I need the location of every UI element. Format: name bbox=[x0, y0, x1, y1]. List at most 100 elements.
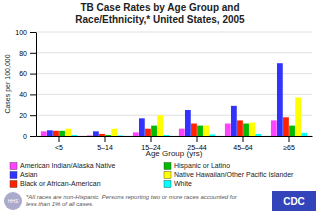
bar bbox=[117, 135, 123, 136]
cdc-box bbox=[272, 191, 316, 211]
legend-swatch bbox=[164, 181, 171, 188]
y-tick-mark bbox=[30, 53, 36, 54]
x-tick-mark bbox=[151, 136, 152, 142]
bar bbox=[271, 120, 277, 136]
cdc-label: CDC bbox=[283, 196, 305, 207]
y-tick: 0 bbox=[23, 133, 36, 140]
x-tick: <5 bbox=[55, 136, 63, 151]
x-tick: 5–14 bbox=[97, 136, 113, 151]
x-tick-mark bbox=[59, 136, 60, 142]
legend-label: Black or African-American bbox=[20, 180, 101, 187]
legend-item: White bbox=[164, 180, 192, 187]
legend-item: Native Hawaiian/Other Pacific Islander bbox=[164, 171, 294, 178]
title: TB Case Rates by Age Group andRace/Ethni… bbox=[75, 2, 245, 25]
y-axis-line bbox=[36, 33, 37, 137]
grid-line bbox=[36, 73, 312, 74]
bar bbox=[41, 131, 47, 136]
footnote: *All races are non-Hispanic. Persons rep… bbox=[26, 194, 238, 207]
bar bbox=[145, 129, 151, 136]
bar bbox=[65, 129, 71, 136]
bar bbox=[295, 98, 301, 136]
legend-label: White bbox=[174, 180, 192, 187]
bar bbox=[151, 126, 157, 136]
bar bbox=[289, 126, 295, 136]
x-tick-label: 45–64 bbox=[233, 144, 253, 151]
grid-line bbox=[36, 94, 312, 95]
y-tick-label: 40 bbox=[19, 91, 27, 98]
bar bbox=[191, 124, 197, 136]
bar bbox=[87, 135, 93, 136]
hhs-label: HHS bbox=[8, 198, 19, 204]
x-axis-line bbox=[37, 136, 313, 137]
bar bbox=[225, 124, 231, 136]
bar bbox=[237, 120, 243, 136]
x-tick-label: 5–14 bbox=[97, 144, 113, 151]
bar bbox=[163, 135, 169, 136]
legend-swatch bbox=[10, 172, 17, 179]
bar bbox=[231, 106, 237, 136]
legend-item: Hispanic or Latino bbox=[164, 162, 230, 170]
plot: <55–1415–2425–4445–64≥65020406080100 bbox=[15, 29, 312, 151]
y-tick-label: 0 bbox=[23, 133, 27, 140]
y-tick-mark bbox=[30, 74, 36, 75]
bar bbox=[59, 131, 65, 136]
y-tick-mark bbox=[30, 136, 36, 137]
y-tick: 80 bbox=[19, 50, 36, 57]
x-axis-title: Age Group (yrs) bbox=[146, 149, 203, 158]
series bbox=[53, 117, 289, 136]
grid bbox=[36, 32, 312, 136]
bar bbox=[157, 115, 163, 136]
bar bbox=[47, 130, 53, 136]
y-tick-label: 100 bbox=[15, 29, 27, 36]
x-tick: 45–64 bbox=[233, 136, 253, 151]
legend: American Indian/Alaska Native Asian Black … bbox=[10, 162, 294, 187]
grid-line bbox=[36, 115, 312, 116]
bar bbox=[277, 63, 283, 136]
y-tick: 20 bbox=[19, 112, 36, 119]
y-axis-title: Cases per 100,000 bbox=[4, 54, 12, 113]
legend-item: Asian bbox=[10, 171, 38, 178]
bar bbox=[203, 126, 209, 136]
y-tick: 60 bbox=[19, 70, 36, 77]
legend-label: Asian bbox=[20, 171, 38, 178]
bar bbox=[249, 122, 255, 136]
chart: TB Case Rates by Age Group andRace/Ethni… bbox=[0, 0, 320, 213]
grid-line bbox=[36, 136, 312, 137]
bar bbox=[255, 134, 261, 136]
hhs-emblem bbox=[4, 192, 22, 210]
bar bbox=[139, 118, 145, 136]
x-tick-label: <5 bbox=[55, 144, 63, 151]
legend-swatch bbox=[164, 172, 171, 179]
y-tick: 40 bbox=[19, 91, 36, 98]
bar bbox=[185, 110, 191, 136]
y-tick-mark bbox=[30, 32, 36, 33]
bar bbox=[111, 129, 117, 136]
bar bbox=[133, 132, 139, 136]
series bbox=[65, 98, 301, 136]
x-tick: ≥65 bbox=[283, 136, 295, 151]
x-tick-mark bbox=[197, 136, 198, 142]
legend-swatch bbox=[164, 163, 171, 170]
y-tick-label: 80 bbox=[19, 50, 27, 57]
legend-swatch bbox=[10, 163, 17, 170]
series bbox=[59, 124, 295, 136]
legend-swatch bbox=[10, 181, 17, 188]
bar bbox=[283, 117, 289, 136]
bar bbox=[209, 134, 215, 136]
series bbox=[71, 133, 307, 136]
y-tick: 100 bbox=[15, 29, 36, 36]
y-tick-mark bbox=[30, 115, 36, 116]
grid-line bbox=[36, 32, 312, 33]
x-tick-label: ≥65 bbox=[283, 144, 295, 151]
legend-label: American Indian/Alaska Native bbox=[20, 162, 115, 169]
bar bbox=[93, 131, 99, 136]
legend-item: American Indian/Alaska Native bbox=[10, 162, 115, 169]
bar bbox=[243, 124, 249, 136]
bar bbox=[71, 135, 77, 136]
legend-label: Hispanic or Latino bbox=[174, 162, 230, 170]
bar bbox=[197, 126, 203, 136]
y-axis: 0 20 40 60 80 100 bbox=[15, 29, 36, 140]
bars bbox=[41, 63, 307, 136]
legend-label: Native Hawaiian/Other Pacific Islander bbox=[174, 171, 294, 178]
bar bbox=[301, 133, 307, 136]
